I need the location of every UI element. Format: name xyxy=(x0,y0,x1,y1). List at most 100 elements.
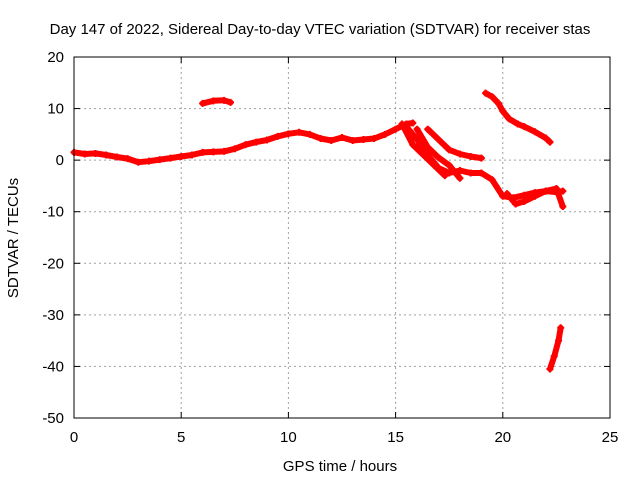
data-point xyxy=(499,192,507,200)
data-point xyxy=(434,136,442,144)
data-point xyxy=(327,137,335,145)
data-point xyxy=(542,134,550,142)
data-point xyxy=(445,161,453,169)
x-tick-label: 10 xyxy=(280,429,297,446)
series-late-descending xyxy=(482,90,553,146)
data-point xyxy=(531,128,539,136)
data-point xyxy=(220,96,228,104)
data-point xyxy=(434,154,442,162)
data-point xyxy=(349,137,357,145)
data-point xyxy=(555,337,563,345)
data-point xyxy=(413,136,421,144)
data-point xyxy=(424,143,432,151)
data-point xyxy=(482,89,490,97)
data-point xyxy=(284,130,292,138)
data-point xyxy=(499,107,507,115)
y-axis-label: SDTVAR / TECUs xyxy=(5,178,22,298)
data-point xyxy=(409,119,417,127)
series-drop-segment xyxy=(547,324,564,372)
data-point xyxy=(505,115,513,123)
data-point xyxy=(156,156,164,164)
data-point xyxy=(102,151,110,159)
data-point xyxy=(419,151,427,159)
data-point xyxy=(209,148,217,156)
data-point xyxy=(392,125,400,133)
data-point xyxy=(467,169,475,177)
y-tick-label: -20 xyxy=(42,255,64,272)
data-point xyxy=(199,99,207,107)
data-point xyxy=(424,125,432,133)
data-point xyxy=(409,141,417,149)
series-early-segment xyxy=(199,97,234,107)
data-point xyxy=(503,190,511,198)
data-point xyxy=(557,324,565,332)
data-point xyxy=(242,141,250,149)
data-point xyxy=(445,169,453,177)
data-point xyxy=(477,169,485,177)
chart-title: Day 147 of 2022, Sidereal Day-to-day VTE… xyxy=(50,21,591,38)
data-point xyxy=(441,172,449,180)
data-point xyxy=(381,130,389,138)
data-point xyxy=(467,153,475,161)
data-point xyxy=(495,99,503,107)
data-point xyxy=(552,185,560,193)
y-tick-label: 0 xyxy=(56,152,64,169)
data-point xyxy=(413,125,421,133)
data-point xyxy=(488,93,496,101)
x-tick-label: 0 xyxy=(70,429,78,446)
axis-ticks: 0 5 10 15 20 25 20 10 0 -10 -20 -30 -40 -50 xyxy=(42,49,618,446)
data-point xyxy=(531,192,539,200)
data-point xyxy=(231,145,239,153)
data-point xyxy=(550,352,558,360)
data-point xyxy=(177,153,185,161)
data-point xyxy=(227,98,235,106)
data-point xyxy=(209,97,217,105)
data-point xyxy=(456,166,464,174)
data-point xyxy=(520,123,528,131)
data-point xyxy=(430,161,438,169)
data-point xyxy=(542,187,550,195)
y-tick-label: -40 xyxy=(42,358,64,375)
data-point xyxy=(488,176,496,184)
data-point xyxy=(359,136,367,144)
x-tick-label: 20 xyxy=(494,429,511,446)
data-series xyxy=(70,89,567,373)
data-point xyxy=(124,155,132,163)
data-point xyxy=(520,191,528,199)
data-point xyxy=(317,134,325,142)
x-tick-label: 5 xyxy=(177,429,185,446)
data-point xyxy=(456,150,464,158)
y-tick-label: -10 xyxy=(42,204,64,221)
x-axis-label: GPS time / hours xyxy=(283,458,397,475)
data-point xyxy=(512,200,520,208)
y-tick-label: 10 xyxy=(47,101,64,118)
data-point xyxy=(398,120,406,128)
x-tick-label: 15 xyxy=(387,429,404,446)
data-point xyxy=(445,146,453,154)
data-point xyxy=(370,134,378,142)
plot-frame xyxy=(73,56,611,419)
data-point xyxy=(220,147,228,155)
data-point xyxy=(295,128,303,136)
data-point xyxy=(559,203,567,211)
x-tick-label: 25 xyxy=(602,429,619,446)
y-tick-label: 20 xyxy=(47,49,64,66)
data-point xyxy=(91,149,99,157)
data-point xyxy=(306,130,314,138)
data-point xyxy=(477,154,485,162)
data-point xyxy=(199,148,207,156)
data-point xyxy=(559,187,567,195)
data-point xyxy=(263,136,271,144)
data-point xyxy=(520,197,528,205)
data-point xyxy=(252,138,260,146)
data-point xyxy=(274,132,282,140)
data-point xyxy=(134,158,142,166)
data-point xyxy=(166,154,174,162)
data-point xyxy=(546,365,554,373)
grid xyxy=(74,57,610,418)
data-point xyxy=(188,151,196,159)
y-tick-label: -30 xyxy=(42,307,64,324)
data-point xyxy=(546,138,554,146)
